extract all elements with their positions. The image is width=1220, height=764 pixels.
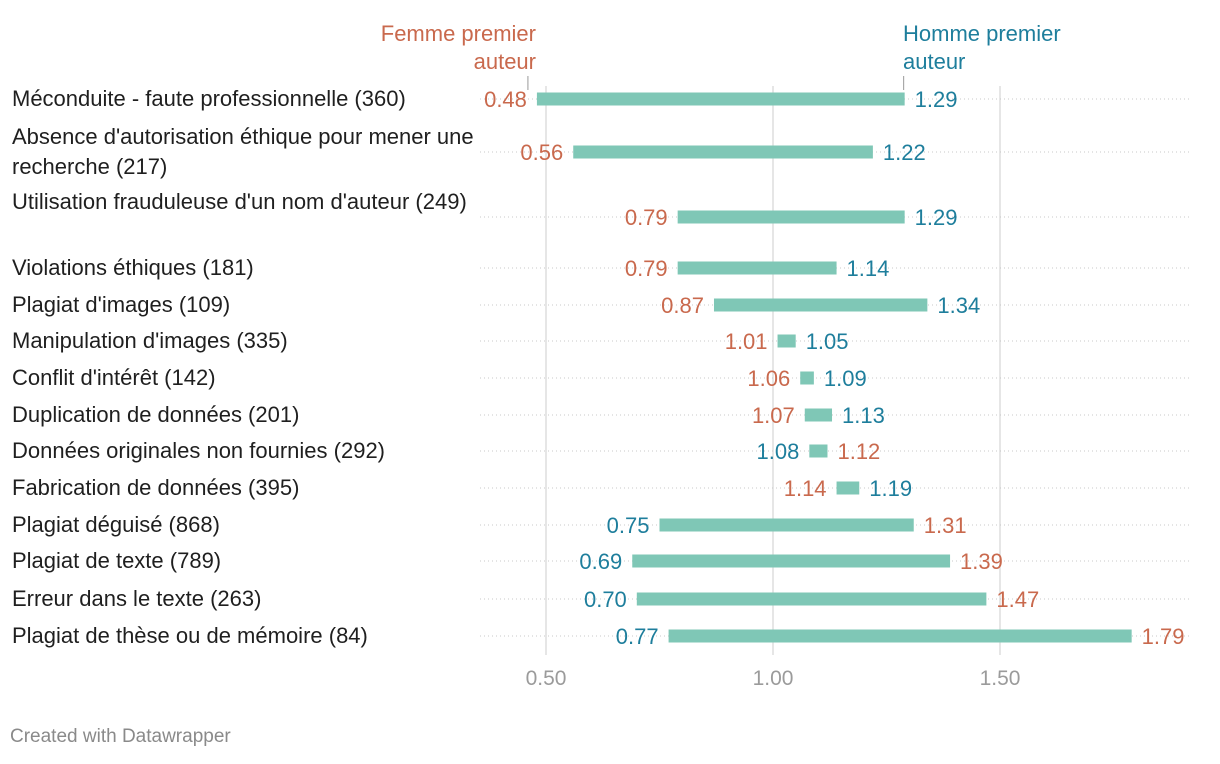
female-value-label: 1.07 <box>752 403 795 428</box>
female-value-label: 1.31 <box>924 513 967 538</box>
category-label: Manipulation d'images (335) <box>12 328 288 353</box>
category-label: Plagiat déguisé (868) <box>12 512 220 537</box>
range-bar <box>800 371 814 385</box>
category-label: Plagiat de texte (789) <box>12 548 222 573</box>
category-label: Données originales non fournies (292) <box>12 438 386 463</box>
female-value-label: 1.14 <box>784 476 827 501</box>
male-value-label: 1.29 <box>915 205 958 230</box>
category-label: Fabrication de données (395) <box>12 475 300 500</box>
male-value-label: 0.70 <box>584 587 627 612</box>
male-value-label: 1.34 <box>937 293 980 318</box>
x-tick-label: 0.50 <box>526 667 567 690</box>
range-bar <box>668 629 1132 643</box>
male-value-label: 0.69 <box>579 549 622 574</box>
male-value-label: 1.13 <box>842 403 885 428</box>
footer-credit: Created with Datawrapper <box>10 726 231 747</box>
male-value-label: 1.05 <box>806 329 849 354</box>
x-tick-label: 1.00 <box>753 667 794 690</box>
category-label: Erreur dans le texte (263) <box>12 586 262 611</box>
category-label: Utilisation frauduleuse d'un nom d'auteu… <box>12 189 467 214</box>
range-bar <box>573 145 873 159</box>
range-bar <box>713 298 928 312</box>
female-value-label: 1.01 <box>725 329 768 354</box>
range-bar <box>836 481 860 495</box>
female-value-label: 1.79 <box>1142 624 1185 649</box>
range-bar <box>677 261 837 275</box>
male-value-label: 1.29 <box>915 87 958 112</box>
category-label: Conflit d'intérêt (142) <box>12 365 216 390</box>
legend-male: Homme premier auteur <box>903 21 1061 74</box>
male-value-label: 1.09 <box>824 366 867 391</box>
male-value-label: 0.75 <box>607 513 650 538</box>
female-value-label: 0.56 <box>520 140 563 165</box>
male-value-label: 1.22 <box>883 140 926 165</box>
male-value-label: 1.08 <box>756 439 799 464</box>
range-bar <box>809 444 828 458</box>
range-bar <box>777 334 796 348</box>
male-value-label: 1.14 <box>847 256 890 281</box>
category-label: Violations éthiques (181) <box>12 255 254 280</box>
female-value-label: 1.06 <box>747 366 790 391</box>
range-bar <box>677 210 905 224</box>
female-value-label: 1.39 <box>960 549 1003 574</box>
male-value-label: 1.19 <box>869 476 912 501</box>
female-value-label: 1.12 <box>837 439 880 464</box>
category-label: Absence d'autorisation éthique pour mene… <box>12 124 474 179</box>
range-bar <box>659 518 914 532</box>
legend-female: Femme premier auteur <box>380 21 536 74</box>
female-value-label: 0.79 <box>625 205 668 230</box>
range-bar <box>536 92 905 106</box>
female-value-label: 1.47 <box>996 587 1039 612</box>
range-bar <box>804 408 833 422</box>
range-bar <box>632 554 951 568</box>
female-value-label: 0.48 <box>484 87 527 112</box>
male-value-label: 0.77 <box>616 624 659 649</box>
range-bar <box>636 592 987 606</box>
female-value-label: 0.87 <box>661 293 704 318</box>
female-value-label: 0.79 <box>625 256 668 281</box>
category-label: Duplication de données (201) <box>12 402 300 427</box>
category-label: Plagiat de thèse ou de mémoire (84) <box>12 623 368 648</box>
category-label: Plagiat d'images (109) <box>12 292 231 317</box>
x-tick-label: 1.50 <box>980 667 1021 690</box>
category-label: Méconduite - faute professionnelle (360) <box>12 86 406 111</box>
